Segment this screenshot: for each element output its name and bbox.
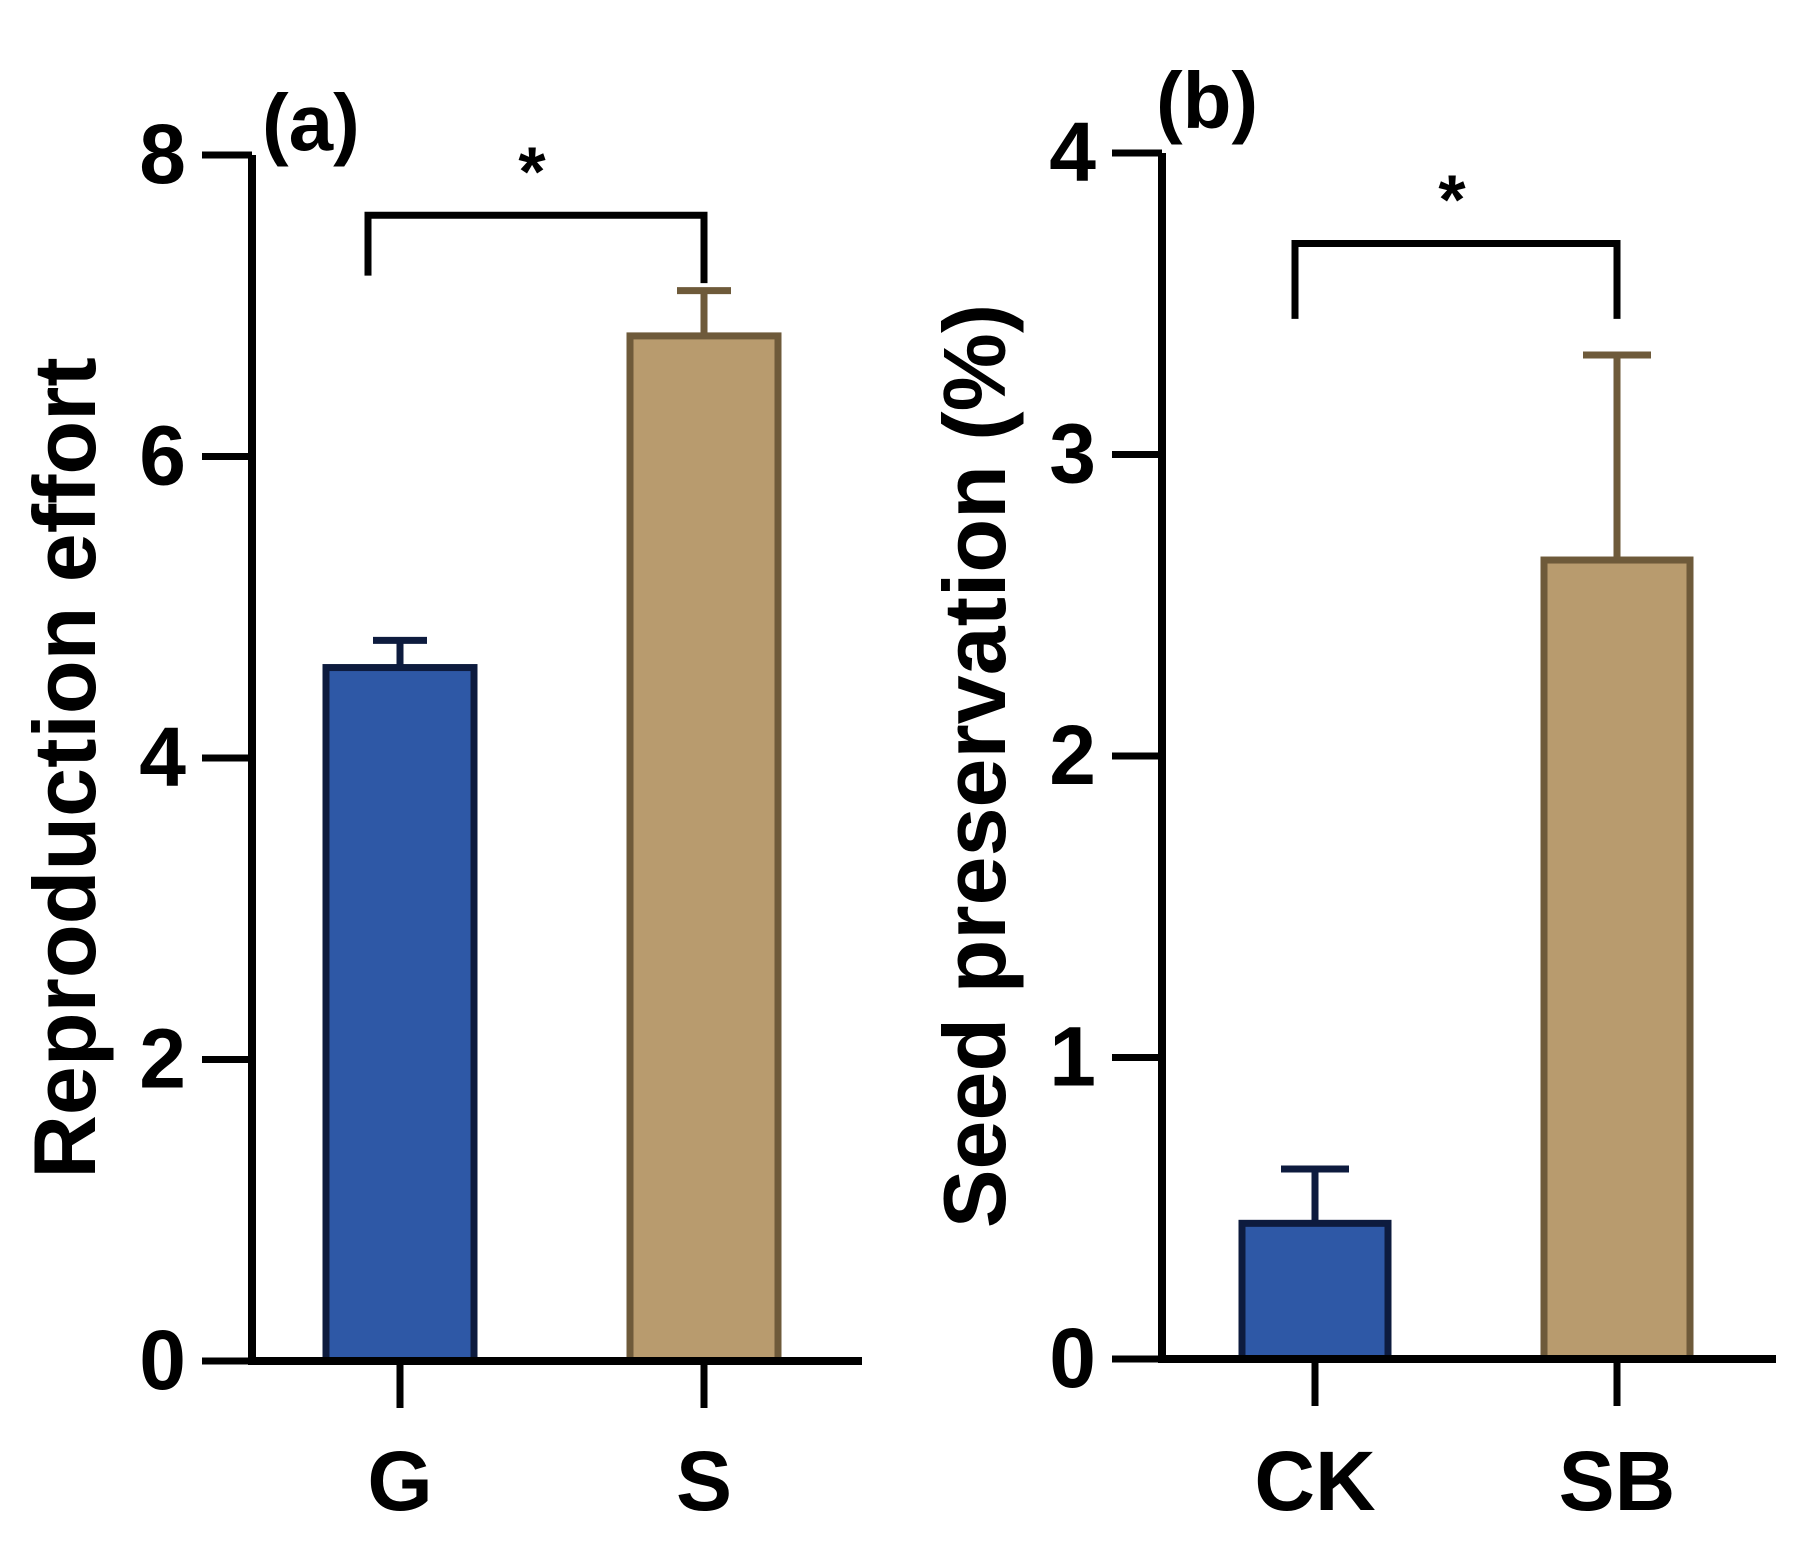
y-tick-label: 0 <box>139 1313 186 1407</box>
y-tick-label: 4 <box>139 710 186 804</box>
significance-bracket <box>1291 239 1621 319</box>
significance-label: * <box>518 132 546 210</box>
y-axis-title: Seed preservation (%) <box>925 304 1024 1228</box>
x-tick-label-CK: CK <box>1254 1434 1375 1528</box>
y-tick-label: 6 <box>139 409 186 503</box>
x-tick-label-S: S <box>676 1434 732 1528</box>
panel-label: (b) <box>1156 56 1258 145</box>
y-axis-title: Reproduction effort <box>15 357 114 1178</box>
significance-label: * <box>1438 160 1466 238</box>
y-tick-label: 2 <box>1049 708 1096 802</box>
bar-S <box>626 332 782 1365</box>
x-tick-label-G: G <box>367 1434 432 1528</box>
y-tick-label: 3 <box>1049 407 1096 501</box>
panel-b: 0 1 2 3 4 CK SB * (b) Seed preservation (%) <box>925 56 1776 1528</box>
y-tick-label: 2 <box>139 1012 186 1106</box>
bar-CK <box>1238 1219 1392 1363</box>
bar-SB <box>1540 556 1694 1363</box>
y-tick-label: 4 <box>1049 105 1096 199</box>
panel-label: (a) <box>262 78 360 167</box>
y-tick-label: 1 <box>1049 1010 1096 1104</box>
panel-a: 0 2 4 6 8 G S * (a) Reproduction effort <box>15 78 862 1528</box>
bar-G <box>322 664 478 1365</box>
y-tick-label: 0 <box>1049 1311 1096 1405</box>
x-tick-label-SB: SB <box>1559 1434 1676 1528</box>
y-tick-label: 8 <box>139 107 186 201</box>
significance-bracket <box>364 211 708 284</box>
